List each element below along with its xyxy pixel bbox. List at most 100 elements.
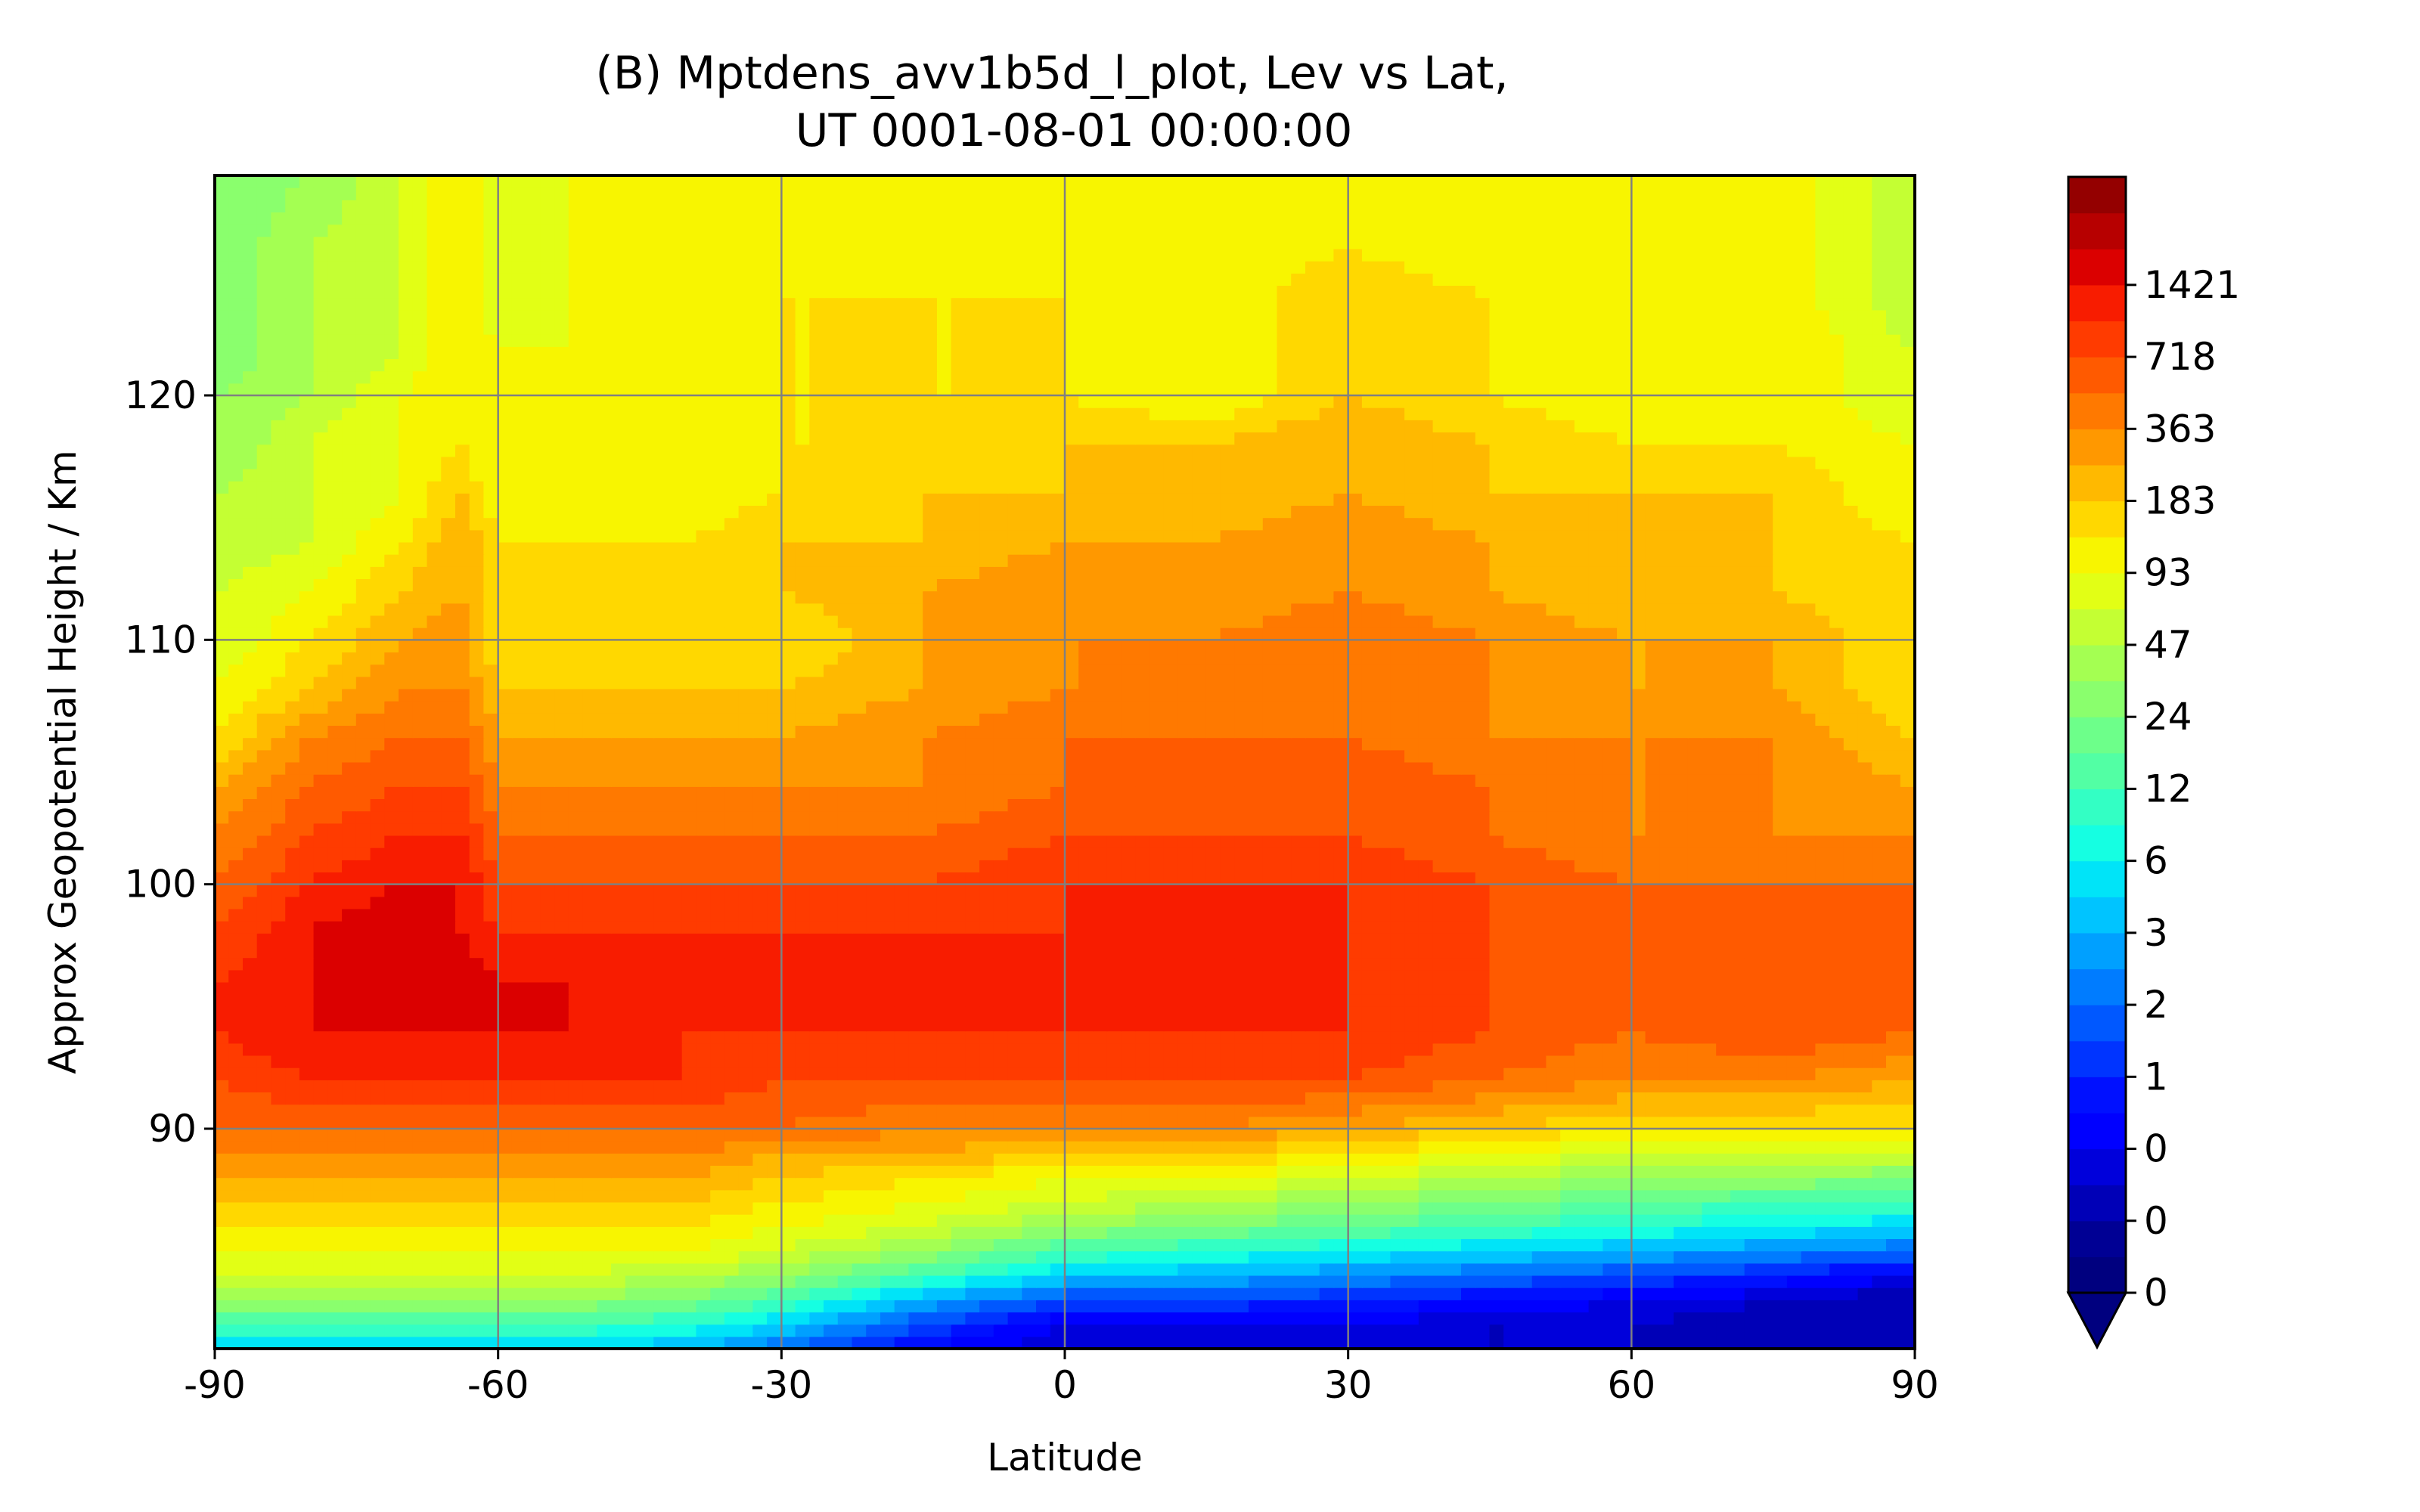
field-cell bbox=[937, 994, 952, 1007]
field-cell bbox=[257, 896, 272, 909]
field-cell bbox=[994, 1043, 1009, 1055]
field-cell bbox=[1065, 982, 1080, 995]
field-cell bbox=[710, 1055, 725, 1068]
field-cell bbox=[1419, 1312, 1434, 1325]
field-cell bbox=[752, 1263, 768, 1275]
field-cell bbox=[1121, 1287, 1136, 1300]
field-cell bbox=[1886, 1055, 1901, 1068]
field-cell bbox=[371, 1092, 386, 1105]
field-cell bbox=[653, 1067, 669, 1080]
field-cell bbox=[413, 1153, 428, 1166]
field-cell bbox=[1093, 1250, 1108, 1263]
field-cell bbox=[356, 1055, 371, 1068]
field-cell bbox=[809, 1312, 824, 1325]
field-cell bbox=[1490, 1336, 1505, 1349]
field-cell bbox=[470, 1287, 485, 1300]
field-cell bbox=[696, 1177, 711, 1190]
field-cell bbox=[1036, 1153, 1051, 1166]
field-cell bbox=[1333, 1018, 1348, 1031]
field-cell bbox=[1858, 847, 1873, 860]
field-cell bbox=[951, 1129, 966, 1142]
field-cell bbox=[243, 1116, 258, 1129]
field-cell bbox=[1447, 1287, 1462, 1300]
field-cell bbox=[1008, 1263, 1023, 1275]
field-cell bbox=[483, 994, 498, 1007]
field-cell bbox=[1390, 1250, 1405, 1263]
field-cell bbox=[1617, 1263, 1632, 1275]
field-cell bbox=[399, 1312, 414, 1325]
field-cell bbox=[215, 994, 230, 1007]
field-cell bbox=[724, 969, 740, 982]
field-cell bbox=[1829, 982, 1844, 995]
field-cell bbox=[512, 933, 527, 946]
field-cell bbox=[1518, 1080, 1533, 1092]
field-cell bbox=[1589, 933, 1604, 946]
field-cell bbox=[809, 1141, 824, 1154]
field-cell bbox=[1773, 1250, 1788, 1263]
field-cell bbox=[540, 982, 555, 995]
field-cell bbox=[739, 1165, 754, 1178]
field-cell bbox=[1461, 1287, 1476, 1300]
field-cell bbox=[796, 1067, 811, 1080]
field-cell bbox=[1404, 1116, 1419, 1129]
field-cell bbox=[384, 933, 399, 946]
field-cell bbox=[1206, 1153, 1221, 1166]
field-cell bbox=[1631, 1300, 1646, 1312]
field-cell bbox=[327, 957, 343, 970]
field-cell bbox=[1121, 1177, 1136, 1190]
field-cell bbox=[767, 1129, 782, 1142]
field-cell bbox=[1177, 1226, 1193, 1239]
field-cell bbox=[399, 909, 414, 922]
field-cell bbox=[1716, 1189, 1731, 1202]
field-cell bbox=[824, 1018, 839, 1031]
field-cell bbox=[1107, 1300, 1122, 1312]
field-cell bbox=[979, 1092, 994, 1105]
field-cell bbox=[1815, 1043, 1830, 1055]
field-cell bbox=[1546, 1018, 1561, 1031]
field-cell bbox=[809, 1006, 824, 1019]
field-cell bbox=[1150, 921, 1165, 934]
field-cell bbox=[1688, 957, 1703, 970]
field-cell bbox=[668, 1287, 683, 1300]
field-cell bbox=[1177, 945, 1193, 958]
field-cell bbox=[569, 1202, 584, 1215]
field-cell bbox=[1036, 1104, 1051, 1117]
field-cell bbox=[1773, 860, 1788, 872]
field-cell bbox=[554, 1263, 569, 1275]
field-cell bbox=[1716, 1238, 1731, 1251]
field-cell bbox=[1546, 1214, 1561, 1227]
field-cell bbox=[1390, 896, 1405, 909]
field-cell bbox=[1164, 1055, 1179, 1068]
field-cell bbox=[257, 1177, 272, 1190]
field-cell bbox=[1249, 872, 1264, 885]
field-cell bbox=[455, 957, 470, 970]
field-cell bbox=[1135, 1165, 1150, 1178]
field-cell bbox=[1050, 921, 1066, 934]
field-cell bbox=[1121, 1300, 1136, 1312]
field-cell bbox=[413, 835, 428, 848]
field-cell bbox=[625, 909, 641, 922]
field-cell bbox=[1277, 1006, 1292, 1019]
field-cell bbox=[1688, 1055, 1703, 1068]
field-cell bbox=[540, 945, 555, 958]
field-cell bbox=[1206, 872, 1221, 885]
field-cell bbox=[342, 1165, 357, 1178]
field-cell bbox=[1320, 1250, 1335, 1263]
field-cell bbox=[1716, 1250, 1731, 1263]
field-cell bbox=[1815, 884, 1830, 897]
field-cell bbox=[371, 1006, 386, 1019]
field-cell bbox=[1646, 1104, 1661, 1117]
field-cell bbox=[937, 1153, 952, 1166]
field-cell bbox=[1249, 1067, 1264, 1080]
field-cell bbox=[1078, 1165, 1094, 1178]
field-cell bbox=[1065, 872, 1080, 885]
field-cell bbox=[399, 1300, 414, 1312]
field-cell bbox=[1844, 1312, 1859, 1325]
field-cell bbox=[1249, 1202, 1264, 1215]
field-cell bbox=[1305, 1238, 1320, 1251]
field-cell bbox=[554, 1324, 569, 1337]
field-cell bbox=[1886, 1238, 1901, 1251]
field-cell bbox=[1447, 896, 1462, 909]
field-cell bbox=[1546, 1226, 1561, 1239]
field-cell bbox=[1617, 1226, 1632, 1239]
